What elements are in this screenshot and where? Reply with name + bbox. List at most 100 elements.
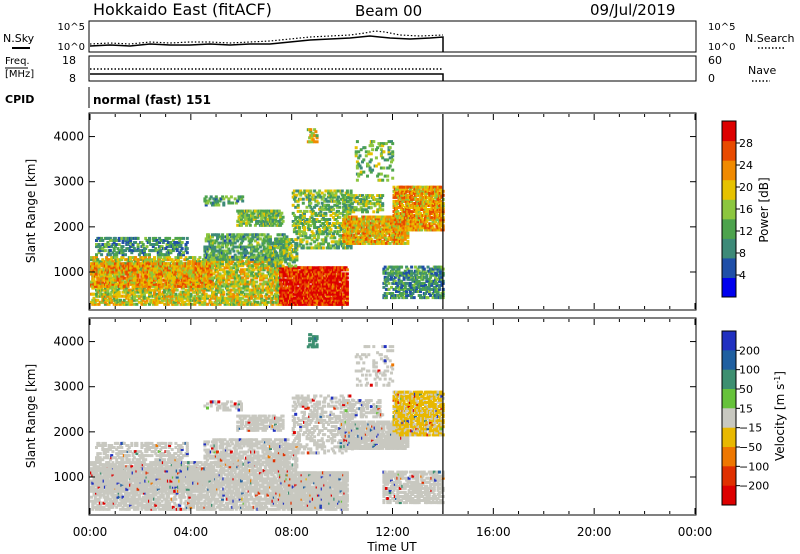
power-cell [166,282,170,286]
power-cell [203,266,207,270]
power-cell [260,296,264,300]
power-cell [153,300,156,304]
power-cell [159,276,163,280]
power-cell [105,266,109,270]
power-cell [103,302,107,306]
power-cell [276,300,280,304]
power-cell [299,294,303,298]
power-cell [144,274,148,278]
power-cell [221,288,225,292]
power-cell [295,290,299,294]
power-cell [216,237,219,241]
power-cell [233,241,237,245]
power-cell [122,266,126,270]
power-cell [177,284,180,288]
power-cell [135,284,139,288]
power-cell [271,219,275,223]
power-cell [292,197,296,201]
power-cell [146,258,150,262]
power-cell [214,282,218,286]
power-cell [265,264,269,268]
power-cell [158,247,162,251]
power-cell [151,298,155,302]
power-cell [234,280,238,284]
power-cell [97,236,101,240]
power-cell [185,258,189,262]
power-cell [146,266,150,270]
power-cell [148,278,151,282]
power-cell [185,280,189,284]
power-cell [202,262,206,266]
power-cell [136,247,140,251]
power-cell [214,203,218,207]
power-cell [222,282,226,286]
power-cell [333,230,337,234]
power-cell [271,262,275,266]
power-cell [321,270,325,274]
power-cell [180,298,184,302]
freq-tick-top: 18 [62,54,76,67]
power-cell [129,264,133,268]
power-cell [290,238,294,242]
power-cell [250,239,254,243]
power-cell [252,298,256,302]
power-cell [250,249,254,253]
power-cell [158,288,162,292]
power-cell [146,260,150,264]
power-cell [243,215,247,219]
power-cell [327,242,330,246]
power-cell [216,199,219,203]
power-cell [126,296,130,300]
power-cell [96,298,100,302]
power-cell [229,270,233,274]
power-cell [334,199,338,203]
power-cell [262,219,266,223]
power-cell [240,215,243,219]
power-cell [184,292,188,296]
power-cell [296,222,300,225]
power-cell [291,191,295,195]
power-cell [206,284,209,288]
power-cell [314,213,318,217]
power-cell [260,209,264,213]
power-cell [253,247,257,251]
power-cell [175,249,179,253]
power-cell [279,256,283,260]
power-cell [226,243,230,247]
power-cell [324,189,328,193]
power-cell [115,296,119,300]
power-cell [294,215,298,219]
power-cell [314,195,318,199]
power-cell [290,272,294,276]
power-cell [179,260,183,264]
power-cell [134,260,138,264]
power-cell [292,260,296,264]
power-cell [243,213,247,217]
power-cell [275,302,279,306]
power-cell [246,251,250,255]
power-cell [139,251,143,255]
power-cell [261,288,265,292]
power-cell [144,253,148,257]
power-cell [158,290,162,294]
date-label: 09/Jul/2019 [590,1,675,19]
power-cell [158,268,162,272]
power-cell [266,288,270,292]
power-cell [265,302,269,306]
power-cell [253,235,257,239]
power-cell [228,255,232,259]
power-cell [327,244,330,248]
power-cell [296,215,300,219]
power-cell [266,284,270,288]
power-cell [290,264,294,268]
power-cell [111,251,115,255]
power-cell [189,294,193,298]
power-cell [165,278,169,282]
power-cell [261,243,265,247]
power-cell [214,253,218,257]
power-cell [213,201,217,205]
power-cell [226,266,230,270]
power-cell [95,253,98,257]
power-cell [182,251,185,255]
power-cell [194,266,198,270]
